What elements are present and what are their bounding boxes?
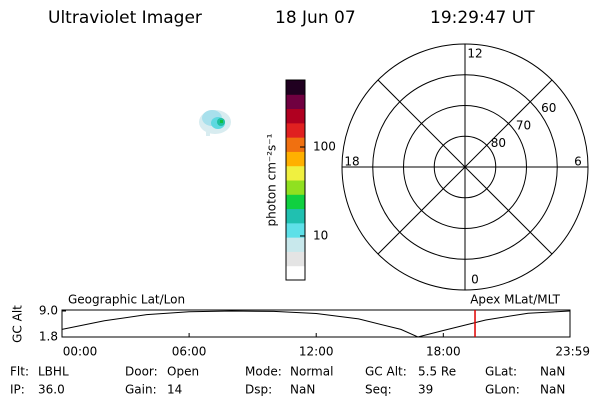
field-value: 39	[418, 383, 433, 397]
mlt-label: 18	[344, 155, 359, 169]
field-value: NaN	[290, 383, 315, 397]
colorbar-frame	[285, 79, 306, 281]
colorbar-segment	[286, 151, 305, 167]
timeline-right-label: Apex MLat/MLT	[470, 293, 560, 307]
field-label: Seq:	[365, 383, 392, 397]
colorbar-segment	[286, 265, 305, 281]
mlt-label: 6	[574, 155, 582, 169]
field-label: Door:	[125, 365, 158, 379]
field-value: 5.5 Re	[418, 365, 456, 379]
lat-label: 70	[516, 118, 531, 132]
colorbar-segment	[286, 194, 305, 210]
y-tick-label: 1.8	[39, 330, 58, 344]
colorbar-segment	[286, 122, 305, 138]
colorbar-segment	[286, 222, 305, 238]
auroral-image	[199, 110, 231, 136]
field-label: Mode:	[245, 365, 282, 379]
field-value: 36.0	[38, 383, 65, 397]
colorbar-segment	[286, 108, 305, 124]
colorbar-segment	[286, 251, 305, 267]
colorbar-segment	[286, 80, 305, 95]
field-label: Gain:	[125, 383, 157, 397]
lat-ring	[372, 74, 558, 260]
timeline-ylabel: GC Alt	[11, 305, 25, 343]
y-tick-label: 9.0	[39, 304, 58, 318]
colorbar-label: photon cm⁻²s⁻¹	[265, 133, 279, 226]
mlt-label: 0	[471, 273, 479, 287]
field-value: Open	[167, 365, 199, 379]
lat-ring	[433, 135, 497, 199]
time: 19:29:47 UT	[430, 8, 535, 28]
field-value: 14	[167, 383, 182, 397]
x-tick-label: 18:00	[426, 345, 461, 359]
timeline-frame	[61, 309, 571, 338]
field-value: NaN	[540, 365, 565, 379]
x-tick-label: 23:59	[555, 345, 590, 359]
timeline-left-label: Geographic Lat/Lon	[68, 293, 185, 307]
field-value: Normal	[290, 365, 333, 379]
x-tick-label: 12:00	[299, 345, 334, 359]
field-label: IP:	[10, 383, 25, 397]
field-label: Dsp:	[245, 383, 272, 397]
colorbar-tick-label: 10	[313, 228, 328, 242]
field-value: NaN	[540, 383, 565, 397]
colorbar-segment	[286, 165, 305, 181]
altitude-line	[61, 310, 571, 338]
field-label: GLon:	[485, 383, 520, 397]
colorbar-segment	[286, 180, 305, 195]
mlt-label: 12	[467, 47, 482, 61]
colorbar-segment	[286, 237, 305, 252]
x-tick-label: 06:00	[172, 345, 207, 359]
field-label: GLat:	[485, 365, 517, 379]
field-value: LBHL	[38, 365, 69, 379]
title: Ultraviolet Imager	[48, 8, 202, 28]
date: 18 Jun 07	[275, 8, 356, 28]
lat-ring	[403, 105, 527, 229]
lat-label: 80	[491, 136, 506, 150]
colorbar-segment	[286, 94, 305, 110]
colorbar-segment	[286, 137, 305, 152]
colorbar-tick-label: 100	[313, 139, 336, 153]
x-tick-label: 00:00	[63, 345, 98, 359]
field-label: GC Alt:	[365, 365, 407, 379]
field-label: Flt:	[10, 365, 29, 379]
colorbar-segment	[286, 208, 305, 224]
lat-label: 60	[541, 101, 556, 115]
